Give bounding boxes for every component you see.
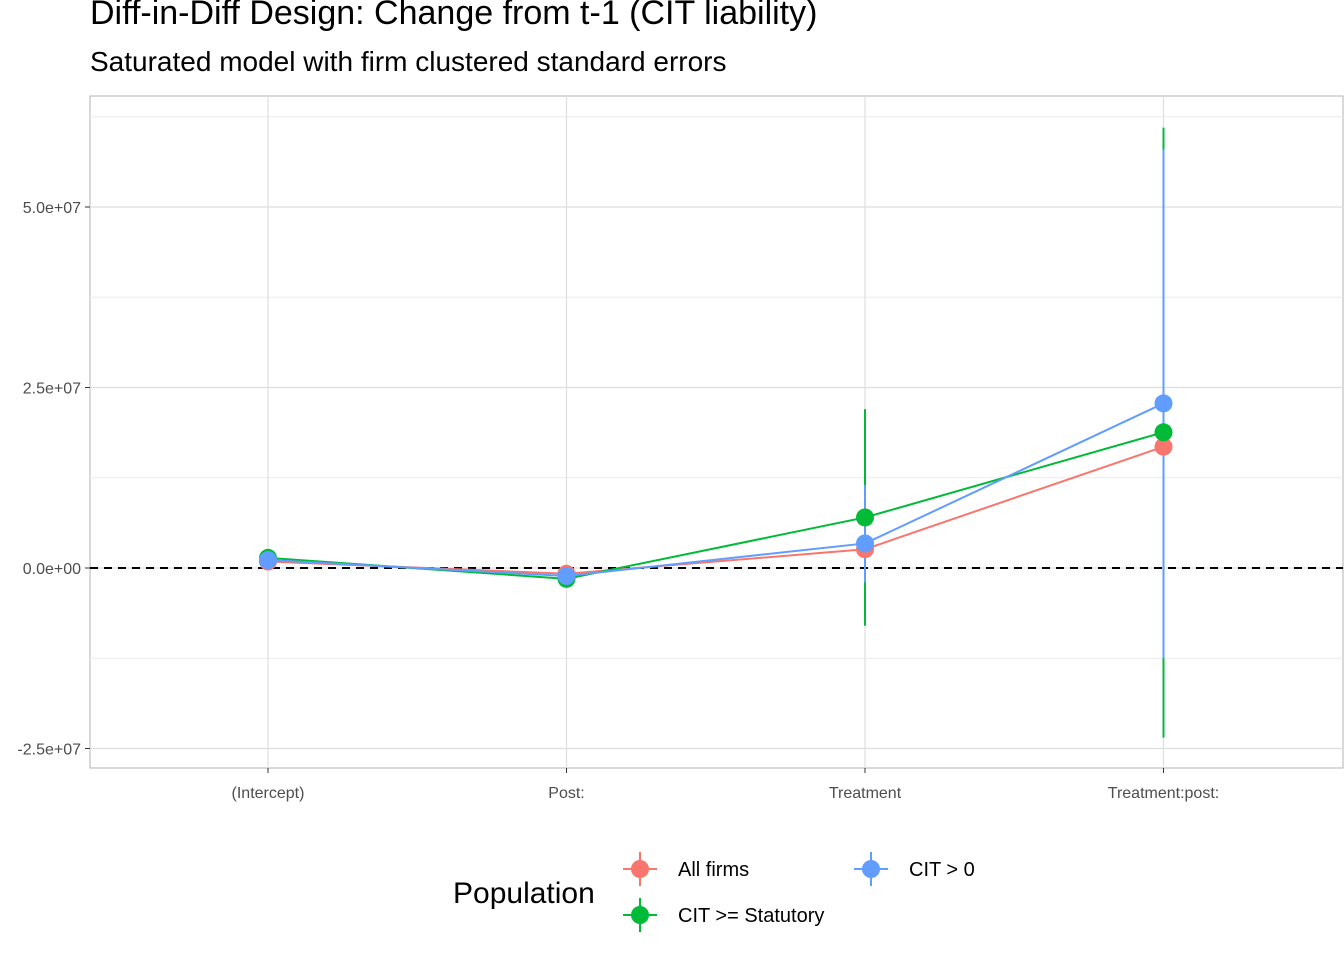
x-tick-label: (Intercept) — [232, 785, 305, 802]
y-tick-label: 2.5e+07 — [23, 381, 81, 398]
legend-label: All firms — [678, 859, 749, 881]
chart-title: Diff-in-Diff Design: Change from t-1 (CI… — [90, 0, 818, 32]
y-tick-label: 0.0e+00 — [23, 561, 81, 578]
plot-panel — [89, 95, 1344, 769]
series-line-2 — [267, 402, 1164, 577]
data-point — [1154, 437, 1173, 456]
legend-key-point — [631, 906, 649, 924]
x-tick-label: Treatment — [829, 785, 902, 802]
legend-title: Population — [453, 877, 595, 910]
data-point — [1154, 423, 1173, 442]
data-point — [557, 566, 576, 585]
y-tick-label: -2.5e+07 — [17, 742, 81, 759]
panel-border — [89, 95, 1344, 769]
series-lines — [267, 402, 1164, 580]
y-axis: -2.5e+07 0.0e+00 2.5e+07 5.0e+07 — [17, 200, 90, 759]
data-point — [856, 534, 874, 553]
x-axis: (Intercept) Post: Treatment Treatment:post: — [232, 768, 1219, 802]
data-point — [1154, 394, 1173, 413]
x-tick-label: Post: — [548, 785, 584, 802]
x-tick-label: Treatment:post: — [1108, 785, 1219, 802]
data-points — [259, 394, 1173, 588]
legend-key-point — [631, 860, 649, 878]
data-point — [259, 551, 277, 570]
legend-label: CIT >= Statutory — [678, 905, 824, 927]
chart-subtitle: Saturated model with firm clustered stan… — [90, 46, 727, 77]
legend: Population All firms CIT >= Statutory CIT >… — [453, 852, 975, 932]
legend-label: CIT > 0 — [909, 859, 975, 881]
legend-key-point — [862, 860, 880, 878]
data-point — [856, 508, 874, 527]
y-tick-label: 5.0e+07 — [23, 200, 81, 217]
